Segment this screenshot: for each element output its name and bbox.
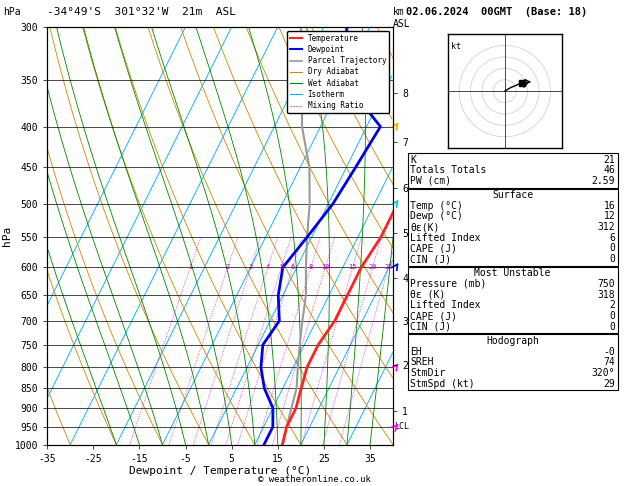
- Text: 12: 12: [603, 211, 615, 222]
- Y-axis label: hPa: hPa: [2, 226, 12, 246]
- Text: Dewp (°C): Dewp (°C): [410, 211, 463, 222]
- Text: 74: 74: [603, 357, 615, 367]
- Text: 10: 10: [321, 264, 330, 270]
- Text: θε (K): θε (K): [410, 290, 445, 300]
- Text: K: K: [410, 155, 416, 165]
- Text: 4: 4: [265, 264, 270, 270]
- X-axis label: Dewpoint / Temperature (°C): Dewpoint / Temperature (°C): [129, 467, 311, 476]
- Text: LCL: LCL: [394, 422, 409, 432]
- Text: 0: 0: [610, 322, 615, 332]
- Text: 312: 312: [598, 222, 615, 232]
- Text: 2: 2: [226, 264, 230, 270]
- Text: 20: 20: [369, 264, 377, 270]
- Legend: Temperature, Dewpoint, Parcel Trajectory, Dry Adiabat, Wet Adiabat, Isotherm, Mi: Temperature, Dewpoint, Parcel Trajectory…: [287, 31, 389, 113]
- Text: kt: kt: [451, 42, 461, 51]
- Text: 15: 15: [348, 264, 357, 270]
- Text: 1: 1: [188, 264, 192, 270]
- Text: 8: 8: [309, 264, 313, 270]
- Text: θε(K): θε(K): [410, 222, 440, 232]
- Text: 25: 25: [384, 264, 392, 270]
- Text: 6: 6: [610, 233, 615, 243]
- Text: 2: 2: [610, 300, 615, 311]
- Text: Temp (°C): Temp (°C): [410, 201, 463, 211]
- Text: 0: 0: [610, 254, 615, 264]
- Text: 0: 0: [610, 311, 615, 321]
- Text: StmSpd (kt): StmSpd (kt): [410, 379, 475, 389]
- Text: © weatheronline.co.uk: © weatheronline.co.uk: [258, 474, 371, 484]
- Text: 29: 29: [603, 379, 615, 389]
- Text: Totals Totals: Totals Totals: [410, 165, 486, 175]
- Text: CAPE (J): CAPE (J): [410, 243, 457, 254]
- Text: CIN (J): CIN (J): [410, 254, 451, 264]
- Text: Pressure (mb): Pressure (mb): [410, 279, 486, 289]
- Text: 46: 46: [603, 165, 615, 175]
- Text: Hodograph: Hodograph: [486, 336, 539, 346]
- Text: km: km: [393, 7, 405, 17]
- Text: 750: 750: [598, 279, 615, 289]
- Text: Lifted Index: Lifted Index: [410, 233, 481, 243]
- Text: EH: EH: [410, 347, 422, 357]
- Text: ASL: ASL: [393, 19, 411, 30]
- Text: 2.59: 2.59: [592, 176, 615, 186]
- Text: 3: 3: [248, 264, 253, 270]
- Text: StmDir: StmDir: [410, 368, 445, 378]
- Text: 320°: 320°: [592, 368, 615, 378]
- Text: Lifted Index: Lifted Index: [410, 300, 481, 311]
- Text: 16: 16: [603, 201, 615, 211]
- Text: 02.06.2024  00GMT  (Base: 18): 02.06.2024 00GMT (Base: 18): [406, 7, 587, 17]
- Text: 0: 0: [610, 243, 615, 254]
- Text: 318: 318: [598, 290, 615, 300]
- Text: -34°49'S  301°32'W  21m  ASL: -34°49'S 301°32'W 21m ASL: [47, 7, 236, 17]
- Text: 21: 21: [603, 155, 615, 165]
- Text: 5: 5: [279, 264, 284, 270]
- Text: Most Unstable: Most Unstable: [474, 268, 551, 278]
- Text: -0: -0: [603, 347, 615, 357]
- Text: CAPE (J): CAPE (J): [410, 311, 457, 321]
- Text: SREH: SREH: [410, 357, 433, 367]
- Text: CIN (J): CIN (J): [410, 322, 451, 332]
- Text: Surface: Surface: [492, 190, 533, 200]
- Text: 6: 6: [291, 264, 295, 270]
- Text: PW (cm): PW (cm): [410, 176, 451, 186]
- Text: hPa: hPa: [3, 7, 21, 17]
